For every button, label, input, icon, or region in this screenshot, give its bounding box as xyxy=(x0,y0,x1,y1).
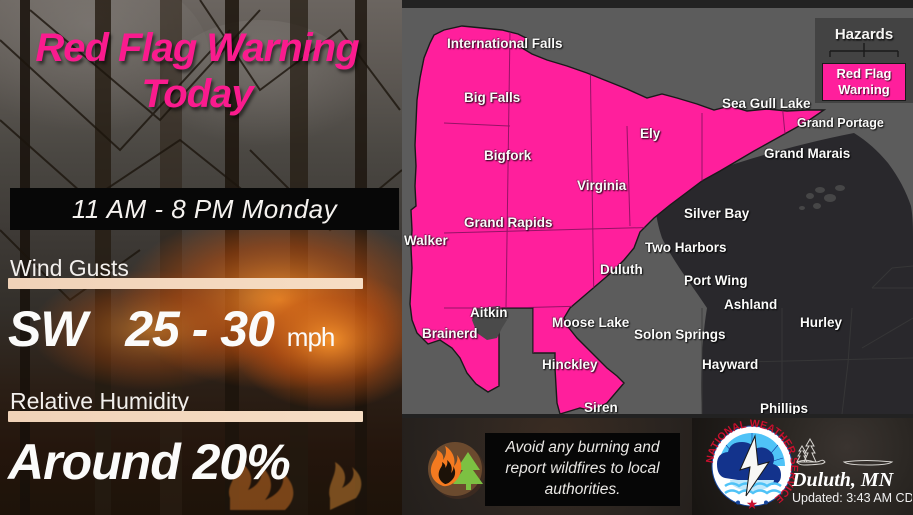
svg-text:Duluth, MN: Duluth, MN xyxy=(791,469,895,491)
svg-text:Updated: 3:43 AM CDT: Updated: 3:43 AM CDT xyxy=(792,491,912,505)
